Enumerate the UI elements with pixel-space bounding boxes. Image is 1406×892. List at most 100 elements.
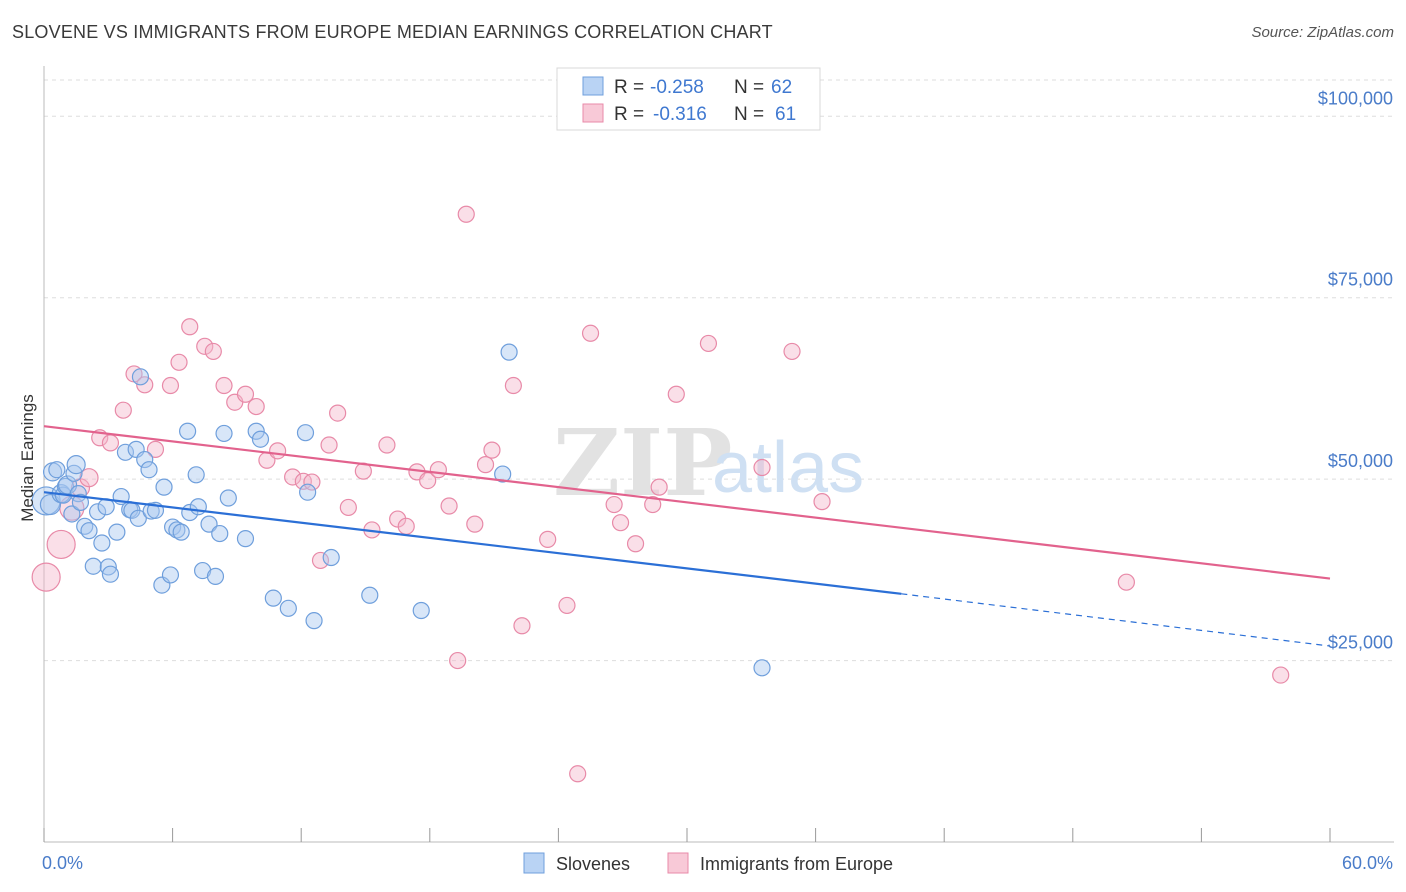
immigrants-point-40 xyxy=(466,515,484,533)
slovenes-point-17 xyxy=(93,534,111,552)
slovenes-point-38 xyxy=(172,523,190,541)
bottom-legend-blue-swatch xyxy=(523,852,545,874)
immigrants-point-22 xyxy=(284,468,302,486)
slovenes-point-62 xyxy=(753,659,771,677)
slovenes-point-29 xyxy=(136,450,154,469)
immigrants-point-51 xyxy=(626,535,645,553)
slovenes-point-60 xyxy=(494,465,512,483)
immigrants-point-31 xyxy=(378,436,396,454)
slovenes-point-50 xyxy=(247,422,265,440)
slovenes-point-48 xyxy=(219,489,237,507)
immigrants-point-49 xyxy=(611,514,630,532)
gridlines xyxy=(44,79,1394,662)
slovenes-point-8 xyxy=(63,505,81,523)
immigrants-point-7 xyxy=(114,401,132,419)
immigrants-point-18 xyxy=(236,385,255,403)
slovenes-point-41 xyxy=(187,466,205,484)
immigrants-point-26 xyxy=(320,436,338,454)
watermark-atlas: atlas xyxy=(712,428,864,508)
immigrants-point-37 xyxy=(440,497,458,515)
slovenes-point-59 xyxy=(412,601,430,620)
immigrants-point-11 xyxy=(161,376,180,395)
slovenes-point-52 xyxy=(264,589,282,607)
slovenes-point-55 xyxy=(299,483,317,501)
bottom-legend-pink-swatch xyxy=(667,852,689,874)
immigrants-point-44 xyxy=(513,617,531,635)
immigrants-point-28 xyxy=(339,498,357,517)
x-tick-label-min: 0.0% xyxy=(42,853,83,873)
legend-n-value-2: 61 xyxy=(775,104,796,125)
legend-r-label-2: R = xyxy=(614,104,644,125)
immigrants-point-41 xyxy=(476,456,495,474)
axes xyxy=(43,66,1394,843)
slovenes-point-51 xyxy=(251,430,270,448)
immigrants-point-14 xyxy=(196,337,214,355)
slovenes-point-23 xyxy=(116,443,135,461)
slovenes-point-21 xyxy=(108,523,126,541)
immigrants-point-9 xyxy=(136,376,154,394)
immigrants-point-21 xyxy=(269,442,287,460)
immigrants-point-15 xyxy=(204,342,222,361)
immigrants-point-16 xyxy=(215,376,233,395)
slovenes-trend-line xyxy=(43,491,902,595)
legend-n-label-2: N = xyxy=(734,104,764,125)
slovenes-point-58 xyxy=(361,586,379,604)
legend-blue-swatch xyxy=(582,76,604,96)
slovenes-trend-line-extension xyxy=(901,593,1331,647)
y-tick-label-0: $25,000 xyxy=(1328,633,1393,653)
slovenes-point-61 xyxy=(500,343,518,361)
immigrants-point-56 xyxy=(753,458,771,477)
immigrants-trend-line xyxy=(43,425,1331,580)
immigrants-point-47 xyxy=(569,765,587,783)
y-tick-label-1: $50,000 xyxy=(1328,451,1393,471)
correlation-legend: R = -0.258 N = 62 R = -0.316 N = 61 xyxy=(556,67,821,131)
bottom-legend-immigrants: Immigrants from Europe xyxy=(700,854,893,874)
slovenes-point-16 xyxy=(88,503,107,521)
legend-n-label-1: N = xyxy=(734,77,764,98)
immigrants-point-36 xyxy=(429,461,447,479)
immigrants-point-58 xyxy=(813,493,831,511)
immigrants-from-europe-points xyxy=(31,205,1290,783)
immigrants-point-53 xyxy=(650,478,668,496)
watermark-zip: ZIP xyxy=(553,409,732,517)
slovenes-point-57 xyxy=(322,548,340,567)
legend-pink-swatch xyxy=(582,103,604,123)
immigrants-point-42 xyxy=(483,441,501,459)
slovenes-point-10 xyxy=(66,455,86,475)
y-tick-label-2: $75,000 xyxy=(1328,270,1393,290)
slovenes-point-20 xyxy=(101,565,120,583)
slovenes-point-14 xyxy=(80,522,98,540)
immigrants-point-33 xyxy=(397,517,415,535)
slovenes-point-53 xyxy=(279,599,297,617)
slovenes-point-35 xyxy=(161,566,180,584)
slovenes-point-1 xyxy=(39,493,62,516)
immigrants-point-32 xyxy=(389,510,407,528)
trend-lines xyxy=(43,425,1331,647)
immigrants-point-39 xyxy=(457,205,475,223)
slovenes-point-34 xyxy=(155,478,173,496)
immigrants-point-10 xyxy=(146,440,165,458)
immigrants-point-27 xyxy=(329,404,347,422)
slovenes-point-54 xyxy=(296,424,315,442)
tick-labels: $25,000 $50,000 $75,000 $100,000 0.0% 60.0% xyxy=(42,88,1393,873)
slovenes-point-56 xyxy=(305,612,323,630)
immigrants-point-57 xyxy=(783,342,801,361)
slovenes-point-15 xyxy=(84,557,102,575)
slovenes-point-47 xyxy=(215,424,233,443)
immigrants-point-55 xyxy=(699,334,718,353)
legend-r-value-2: -0.316 xyxy=(653,104,707,125)
immigrants-point-23 xyxy=(294,472,312,490)
slovenes-point-3 xyxy=(48,461,66,479)
immigrants-point-24 xyxy=(303,473,321,491)
immigrants-point-50 xyxy=(605,495,623,514)
x-tick-label-max: 60.0% xyxy=(1342,853,1393,873)
y-axis-title: Median Earnings xyxy=(18,394,37,522)
slovenes-point-45 xyxy=(206,567,225,585)
y-tick-label-3: $100,000 xyxy=(1318,88,1393,108)
slovenes-point-28 xyxy=(131,368,150,386)
slovenes-point-39 xyxy=(179,422,197,440)
slovenes-point-49 xyxy=(236,530,255,548)
immigrants-point-38 xyxy=(449,651,467,670)
slovenes-point-27 xyxy=(129,509,147,527)
